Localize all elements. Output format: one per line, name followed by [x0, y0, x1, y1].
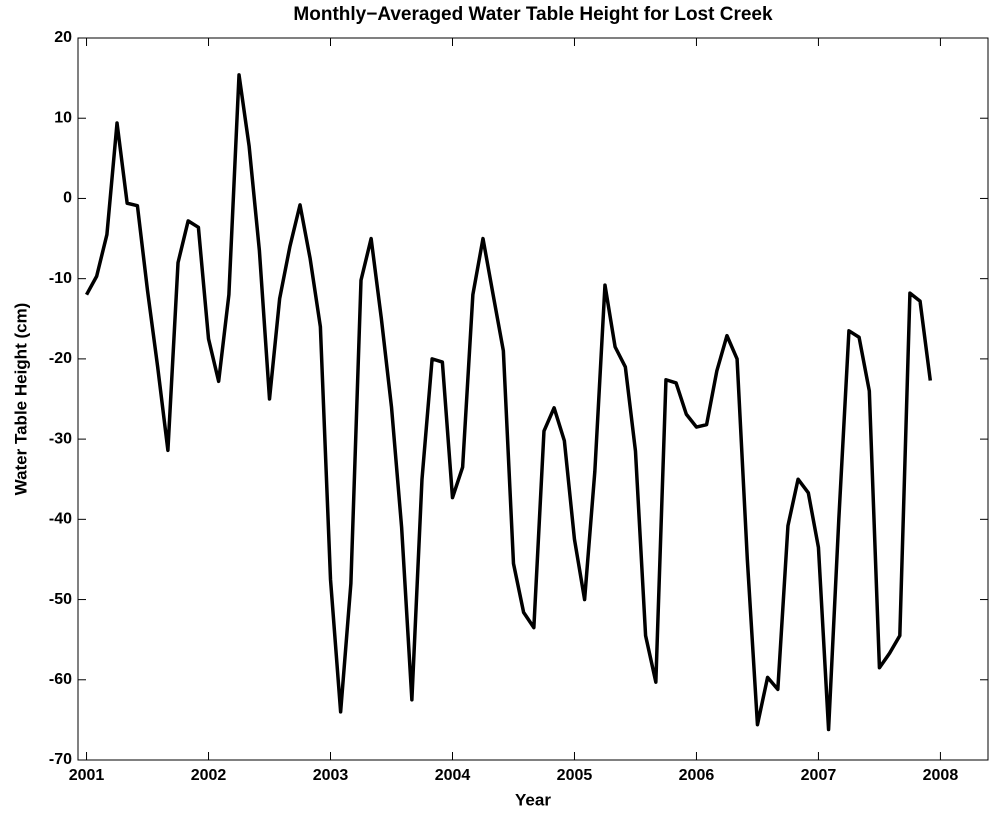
data-line: [85, 73, 933, 732]
x-tick-label: 2006: [679, 767, 715, 784]
y-tick-label: -10: [49, 270, 72, 287]
y-tick-label: -70: [49, 751, 72, 768]
x-tick-label: 2002: [191, 767, 227, 784]
chart-title: Monthly−Averaged Water Table Height for …: [293, 4, 773, 25]
y-tick-label: 10: [54, 109, 72, 126]
y-tick-label: 0: [63, 190, 72, 207]
x-tick-label: 2008: [923, 767, 959, 784]
x-axis-label: Year: [515, 790, 551, 809]
x-tick-label: 2004: [435, 767, 471, 784]
x-tick-label: 2001: [69, 767, 105, 784]
y-tick-label: -20: [49, 350, 72, 367]
x-tick-label: 2007: [801, 767, 837, 784]
x-tick-label: 2003: [313, 767, 349, 784]
y-tick-label: -60: [49, 671, 72, 688]
y-axis-label: Water Table Height (cm): [11, 303, 30, 496]
y-tick-label: -40: [49, 511, 72, 528]
y-tick-label: -30: [49, 430, 72, 447]
axes-box: [77, 37, 989, 761]
y-tick-label: 20: [54, 29, 72, 46]
y-tick-label: -50: [49, 591, 72, 608]
x-tick-label: 2005: [557, 767, 593, 784]
